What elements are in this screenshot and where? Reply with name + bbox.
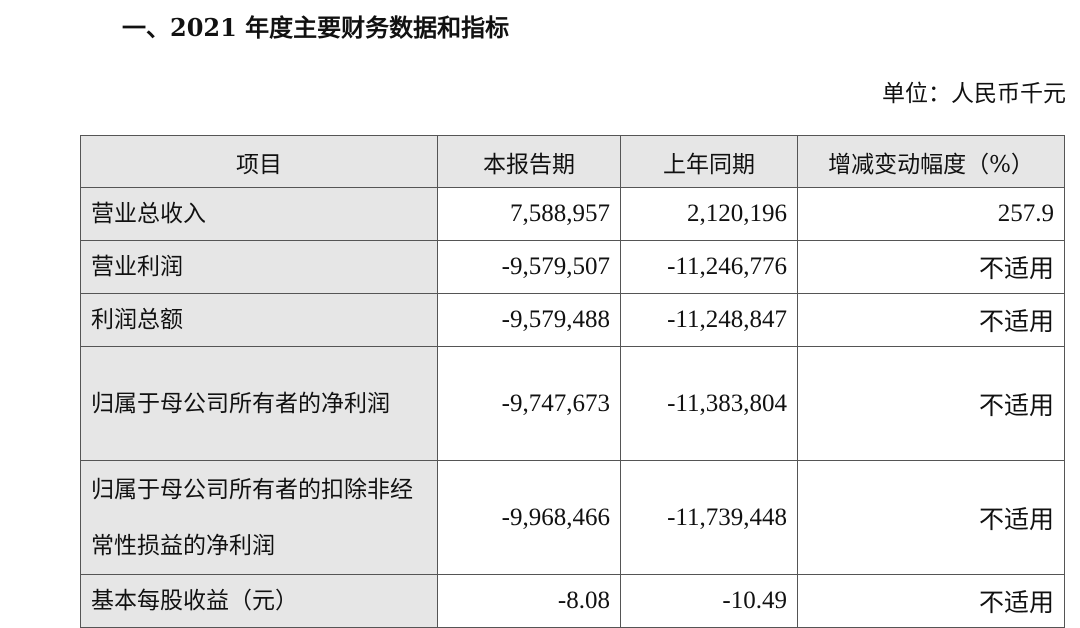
row-change: 不适用	[797, 574, 1065, 628]
row-prior: -11,739,448	[620, 460, 798, 575]
section-title: 一、2021 年度主要财务数据和指标	[122, 13, 510, 42]
row-prior: -11,383,804	[620, 346, 798, 461]
unit-label: 单位：人民币千元	[882, 81, 1066, 107]
row-item: 营业总收入	[80, 187, 438, 241]
header-change: 增减变动幅度（%）	[797, 135, 1065, 188]
table-row: 营业利润 -9,579,507 -11,246,776 不适用	[80, 240, 1065, 294]
row-current: -9,579,507	[437, 240, 621, 294]
table-row: 利润总额 -9,579,488 -11,248,847 不适用	[80, 293, 1065, 347]
row-change: 不适用	[797, 240, 1065, 294]
row-change: 不适用	[797, 293, 1065, 347]
table-row: 归属于母公司所有者的净利润 -9,747,673 -11,383,804 不适用	[80, 346, 1065, 461]
row-prior: 2,120,196	[620, 187, 798, 241]
row-change: 不适用	[797, 460, 1065, 575]
row-current: -9,579,488	[437, 293, 621, 347]
row-item: 归属于母公司所有者的净利润	[80, 346, 438, 461]
row-item: 营业利润	[80, 240, 438, 294]
row-current: 7,588,957	[437, 187, 621, 241]
table-row: 基本每股收益（元） -8.08 -10.49 不适用	[80, 574, 1065, 628]
row-item: 利润总额	[80, 293, 438, 347]
row-prior: -11,246,776	[620, 240, 798, 294]
header-prior: 上年同期	[620, 135, 798, 188]
header-row: 项目 本报告期 上年同期 增减变动幅度（%）	[80, 135, 1065, 188]
row-item: 归属于母公司所有者的扣除非经常性损益的净利润	[80, 460, 438, 575]
row-current: -9,968,466	[437, 460, 621, 575]
financial-table: 项目 本报告期 上年同期 增减变动幅度（%） 营业总收入 7,588,957 2…	[80, 135, 1065, 628]
header-current: 本报告期	[437, 135, 621, 188]
row-current: -9,747,673	[437, 346, 621, 461]
row-prior: -10.49	[620, 574, 798, 628]
table-row: 营业总收入 7,588,957 2,120,196 257.9	[80, 187, 1065, 241]
table-row: 归属于母公司所有者的扣除非经常性损益的净利润 -9,968,466 -11,73…	[80, 460, 1065, 575]
row-prior: -11,248,847	[620, 293, 798, 347]
row-item: 基本每股收益（元）	[80, 574, 438, 628]
row-change: 257.9	[797, 187, 1065, 241]
header-item: 项目	[80, 135, 438, 188]
row-change: 不适用	[797, 346, 1065, 461]
row-current: -8.08	[437, 574, 621, 628]
